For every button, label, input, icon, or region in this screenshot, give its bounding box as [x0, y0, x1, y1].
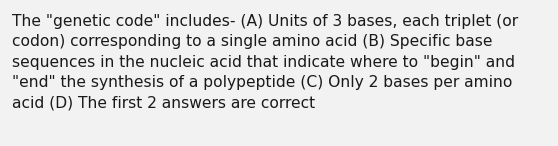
- Text: The "genetic code" includes- (A) Units of 3 bases, each triplet (or
codon) corre: The "genetic code" includes- (A) Units o…: [12, 14, 518, 111]
